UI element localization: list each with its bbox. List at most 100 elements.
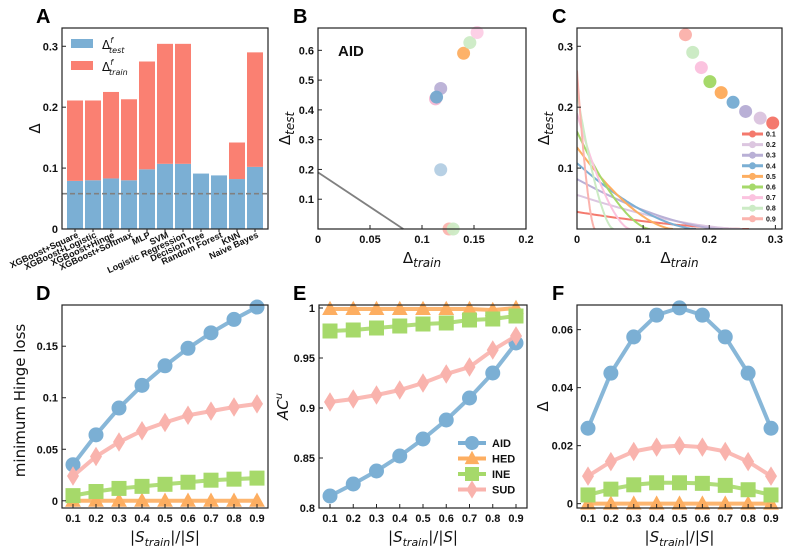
point-ine — [65, 488, 81, 504]
panel-e-xlabel: |Strain|/|S| — [388, 528, 458, 549]
legend-label: 0.7 — [766, 195, 776, 202]
bar-test — [85, 180, 101, 229]
point-ine — [580, 487, 596, 503]
panel-f-xtick-label: 0.6 — [695, 513, 710, 525]
point-hed — [415, 300, 431, 315]
bar-test — [211, 175, 227, 229]
panel-b-xtick-label: 0.2 — [518, 234, 533, 246]
legend-label: 0.1 — [766, 132, 776, 139]
bar-train — [157, 43, 173, 164]
panel-d-ytick-label: 0.05 — [37, 444, 58, 456]
point-aid — [226, 311, 242, 327]
point-ine — [345, 322, 361, 338]
panel-e-ytick-label: 0.9 — [300, 403, 315, 415]
panel-a-ytick-label: 0.3 — [43, 41, 58, 53]
panel-label-d: D — [36, 283, 50, 305]
point-hed — [625, 495, 642, 510]
panel-b-xtick-label: 0.15 — [463, 234, 484, 246]
curve-0.9 — [577, 70, 596, 229]
panel-f-xtick-label: 0.1 — [580, 513, 595, 525]
point-aid — [580, 420, 596, 436]
point-sud — [347, 389, 360, 409]
point-sud — [417, 373, 429, 393]
bar-test — [139, 169, 155, 229]
point-sud — [510, 326, 522, 346]
panel-f-ylabel: Δ — [534, 401, 552, 412]
point-aid — [322, 488, 338, 504]
panel-d-xtick-label: 0.7 — [203, 513, 218, 525]
scatter-point-0.7 — [694, 61, 708, 75]
legend-marker — [749, 215, 756, 223]
legend-marker — [749, 162, 756, 170]
point-aid — [345, 476, 361, 492]
bar-train — [139, 61, 155, 170]
scatter-point-0.1 — [766, 116, 780, 130]
bar-train — [175, 43, 191, 164]
scatter-point-0.4 — [726, 95, 740, 109]
panel-f-line-chart: 0 0.02 0.04 0.06 0.1 0.2 0.3 0.4 0.5 0.6 0.7 0.8 0.9… — [534, 300, 783, 549]
point-ine — [603, 481, 619, 497]
bar-train — [229, 142, 245, 180]
panel-e-xtick-label: 0.6 — [439, 513, 454, 525]
panel-a-ytick-label: 0 — [52, 224, 58, 236]
point-ine — [415, 316, 431, 332]
panel-e-ytick-label: 1 — [309, 303, 315, 315]
bar-test — [103, 178, 119, 229]
point-sud — [440, 364, 453, 384]
panel-b-ytick-label: 0.6 — [299, 45, 314, 57]
point-sud — [370, 385, 383, 405]
point-ine — [485, 311, 501, 327]
panel-c-xtick-label: 0 — [574, 234, 580, 246]
point-sud — [67, 466, 79, 486]
legend-label: 0.2 — [766, 142, 776, 149]
point-ine — [226, 471, 242, 487]
panel-e-xtick-label: 0.9 — [508, 513, 523, 525]
point-hed — [694, 495, 711, 510]
bar-test — [157, 163, 173, 229]
point-sud — [696, 437, 709, 457]
panel-d-xtick-label: 0.6 — [180, 513, 195, 525]
panel-f-xtick-label: 0.7 — [718, 513, 733, 525]
point-hed — [180, 492, 196, 507]
point-hed — [322, 300, 338, 315]
point-ine — [672, 475, 687, 491]
panel-b-ytick-label: 0.1 — [299, 194, 314, 206]
point-hed — [203, 492, 219, 507]
panel-e-xtick-label: 0.7 — [462, 513, 477, 525]
point-ine — [369, 320, 384, 336]
panel-e-xtick-label: 0.1 — [322, 513, 337, 525]
point-ine — [462, 312, 477, 328]
point-ine — [740, 482, 756, 498]
panel-b-xtick-label: 0.1 — [414, 234, 429, 246]
point-ine — [649, 475, 665, 491]
panel-a-ytick-label: 0.2 — [43, 102, 58, 114]
point-aid — [88, 427, 104, 443]
panel-f-xtick-label: 0.8 — [740, 513, 755, 525]
panel-e-ytick-label: 0.95 — [294, 353, 315, 365]
point-hed — [88, 492, 104, 507]
point-aid — [369, 463, 384, 479]
scatter-point-0.5 — [714, 86, 728, 100]
series-line-aid — [329, 341, 518, 498]
bar-train — [247, 52, 263, 167]
legend-label: 0.9 — [766, 216, 776, 223]
point-aid — [672, 300, 687, 316]
panel-e-xtick-label: 0.8 — [485, 513, 500, 525]
panel-f-xtick-label: 0.2 — [603, 513, 618, 525]
point-sud — [136, 420, 148, 441]
panel-d-xtick-label: 0.4 — [134, 513, 150, 525]
point-aid — [65, 457, 81, 473]
panel-b-ytick-label: 0.2 — [299, 164, 314, 176]
panel-c-xtick-label: 0.2 — [702, 234, 717, 246]
panel-f-ytick-label: 0.04 — [552, 383, 574, 395]
point-aid — [485, 365, 501, 381]
legend-label: SUD — [492, 485, 515, 497]
point-aid — [415, 431, 431, 447]
point-ine — [322, 323, 338, 339]
point-sud — [182, 405, 194, 426]
panel-e-ytick-label: 0.85 — [294, 453, 315, 465]
point-hed — [111, 492, 127, 507]
point-sud — [205, 401, 217, 421]
legend-swatch — [71, 39, 93, 48]
